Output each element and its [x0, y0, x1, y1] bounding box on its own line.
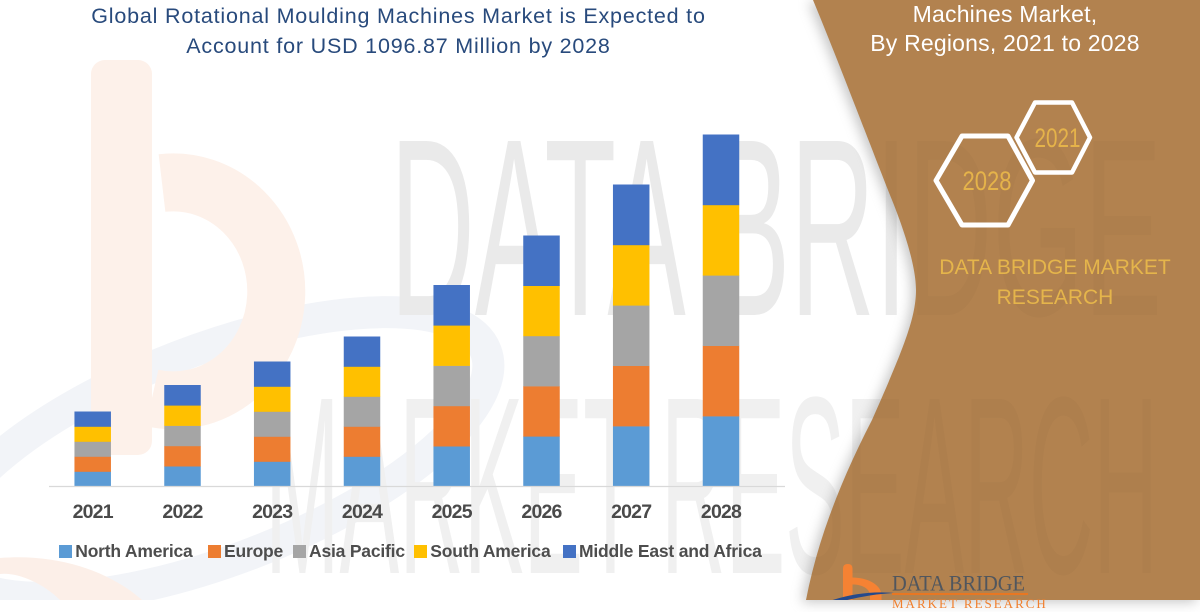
svg-text:2021: 2021 [1035, 123, 1081, 153]
svg-text:2028: 2028 [963, 166, 1012, 196]
svg-text:DATA BRIDGE: DATA BRIDGE [892, 570, 1025, 595]
